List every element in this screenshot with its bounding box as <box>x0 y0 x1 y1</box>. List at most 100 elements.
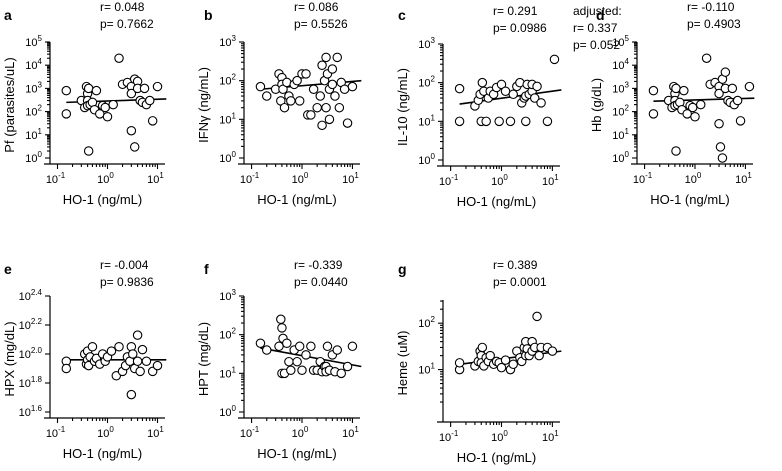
stat-line: r= -0.339 <box>294 258 343 272</box>
panel-letter: f <box>204 261 209 277</box>
x-tick-label: 100 <box>491 429 508 444</box>
data-point <box>317 120 327 131</box>
y-tick-label-base: 10 <box>418 155 430 167</box>
y-tick-label: 100 <box>418 152 435 167</box>
stat-line: r= 0.291 <box>493 4 538 18</box>
data-point <box>286 96 296 106</box>
data-point <box>521 116 531 127</box>
stat-line: r= 0.086 <box>294 0 339 14</box>
data-point <box>481 116 491 127</box>
data-point <box>294 96 305 106</box>
x-tick-label-base: 10 <box>46 428 58 440</box>
data-point <box>549 54 560 65</box>
data-point <box>128 349 138 359</box>
y-tick-label-exponent: 3 <box>38 80 43 89</box>
data-point <box>297 365 307 376</box>
x-tick-label: 100 <box>97 171 114 186</box>
y-tick-label-exponent: 4 <box>625 57 630 66</box>
y-axis-label: Pf (parasites/uL) <box>2 57 17 152</box>
data-point <box>87 341 98 352</box>
data-point <box>508 89 518 100</box>
y-tick-label-exponent: 3 <box>232 34 237 43</box>
data-point <box>152 81 163 92</box>
x-tick-label-exponent: 1 <box>354 425 359 434</box>
y-tick-label: 104 <box>25 57 42 72</box>
x-tick-label-base: 10 <box>97 174 109 186</box>
y-tick-label-base: 10 <box>418 39 430 51</box>
data-point <box>500 355 511 365</box>
stat-line: r= 0.048 <box>100 0 145 14</box>
data-point <box>108 99 118 110</box>
adjusted-stat-line: p= 0.052 <box>573 38 620 52</box>
y-tick-label-base: 10 <box>219 330 231 342</box>
data-point <box>494 116 504 127</box>
panel-letter: d <box>596 7 605 23</box>
data-point <box>735 116 746 126</box>
x-tick-label-base: 10 <box>147 174 159 186</box>
data-point <box>274 341 284 352</box>
data-point <box>126 125 137 136</box>
y-tick-label-exponent: 2 <box>232 327 237 336</box>
y-tick-label-exponent: 1 <box>431 113 436 122</box>
y-tick-label-base: 10 <box>219 114 231 126</box>
x-axis-label: HO-1 (ng/mL) <box>457 194 536 209</box>
x-tick-label-exponent: 1 <box>554 173 559 182</box>
y-tick-label-base: 10 <box>612 60 624 72</box>
data-point <box>141 356 152 366</box>
data-point <box>715 142 726 152</box>
x-tick-label: 10-1 <box>46 425 66 440</box>
y-tick-label: 100 <box>219 150 236 165</box>
data-point <box>255 338 266 348</box>
data-point <box>145 95 155 106</box>
data-point <box>132 356 143 366</box>
y-axis-label: IFNγ (ng/mL) <box>196 67 211 143</box>
data-point <box>255 81 266 92</box>
data-point <box>61 85 72 96</box>
data-point <box>91 85 102 96</box>
y-tick-label-base: 10 <box>612 83 624 95</box>
stat-line: p= 0.4903 <box>687 17 741 31</box>
data-point <box>114 341 124 352</box>
x-tick-label-exponent: 0 <box>503 429 508 438</box>
y-tick-label-base: 10 <box>612 153 624 165</box>
data-point <box>720 67 731 77</box>
y-tick-label: 101 <box>219 111 236 126</box>
y-tick-label: 102 <box>612 104 629 119</box>
x-tick-label-exponent: -1 <box>645 171 653 180</box>
panel-c: c r= 0.291 p= 0.0986 adjusted: r= 0.337 p= 0.… <box>395 4 622 209</box>
data-point <box>277 323 287 333</box>
y-tick-label-exponent: 1 <box>431 362 436 371</box>
data-point <box>334 102 345 113</box>
data-point <box>485 350 495 361</box>
data-point <box>336 368 346 379</box>
y-tick-label-base: 10 <box>19 349 31 361</box>
data-point <box>83 146 94 156</box>
y-tick-label-exponent: 2 <box>431 315 436 324</box>
data-point <box>306 110 316 120</box>
x-tick-label-exponent: 0 <box>109 425 114 434</box>
y-tick-label: 100 <box>25 150 42 165</box>
x-tick-label: 100 <box>685 171 702 186</box>
data-point <box>327 79 338 90</box>
y-tick-label-base: 10 <box>418 365 430 377</box>
data-point <box>282 338 292 348</box>
x-tick-label-base: 10 <box>342 174 354 186</box>
stat-line: p= 0.0440 <box>294 275 348 289</box>
y-tick-label: 104 <box>612 57 629 72</box>
y-tick-label-exponent: 4 <box>38 57 43 66</box>
x-tick-label: 101 <box>147 425 164 440</box>
x-tick-label-base: 10 <box>240 174 252 186</box>
y-tick-label-base: 10 <box>25 37 37 49</box>
y-tick-label: 101 <box>612 127 629 142</box>
x-tick-label-base: 10 <box>491 432 503 444</box>
data-point <box>496 362 507 373</box>
data-point <box>327 64 338 74</box>
data-point <box>286 365 296 376</box>
x-tick-label-base: 10 <box>342 428 354 440</box>
data-point <box>129 142 140 152</box>
